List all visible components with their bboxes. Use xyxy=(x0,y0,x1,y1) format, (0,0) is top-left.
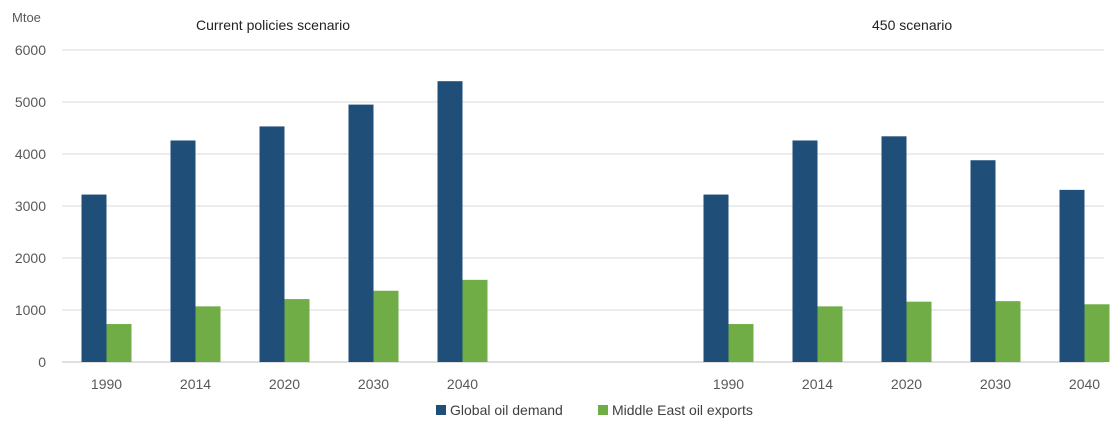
bar-current-policies-1990-global-oil-demand xyxy=(81,194,107,362)
x-tick-label: 2020 xyxy=(269,376,300,392)
legend-swatch-global-oil-demand xyxy=(436,405,446,415)
bars xyxy=(81,81,1110,362)
bar-current-policies-2030-middle-east-oil-exports xyxy=(373,290,399,362)
y-axis: 0 1000 2000 3000 4000 5000 6000 xyxy=(15,42,46,370)
y-tick-label: 3000 xyxy=(15,198,46,214)
bar-450-2030-global-oil-demand xyxy=(970,160,996,362)
x-axis-labels: 1990 2014 2020 2030 2040 1990 2014 2020 2030 2040 xyxy=(91,376,1100,392)
y-tick-label: 1000 xyxy=(15,302,46,318)
bar-current-policies-2020-middle-east-oil-exports xyxy=(284,299,310,362)
y-tick-label: 5000 xyxy=(15,94,46,110)
bar-450-1990-middle-east-oil-exports xyxy=(728,324,754,362)
bar-current-policies-2014-global-oil-demand xyxy=(170,140,196,362)
bar-current-policies-2014-middle-east-oil-exports xyxy=(195,306,221,362)
x-tick-label: 2020 xyxy=(891,376,922,392)
bar-450-1990-global-oil-demand xyxy=(703,194,729,362)
x-tick-label: 2014 xyxy=(180,376,211,392)
x-tick-label: 2014 xyxy=(802,376,833,392)
y-unit-label: Mtoe xyxy=(12,10,41,25)
bar-450-2014-global-oil-demand xyxy=(792,140,818,362)
x-tick-label: 1990 xyxy=(713,376,744,392)
y-tick-label: 6000 xyxy=(15,42,46,58)
x-tick-label: 2040 xyxy=(1069,376,1100,392)
bar-450-2014-middle-east-oil-exports xyxy=(817,306,843,362)
bar-current-policies-1990-middle-east-oil-exports xyxy=(106,324,132,362)
bar-current-policies-2040-global-oil-demand xyxy=(437,81,463,362)
bar-current-policies-2030-global-oil-demand xyxy=(348,104,374,362)
x-tick-label: 2040 xyxy=(447,376,478,392)
gridlines xyxy=(62,49,1104,363)
legend-label-global-oil-demand: Global oil demand xyxy=(450,402,563,418)
x-tick-label: 2030 xyxy=(980,376,1011,392)
bar-current-policies-2020-global-oil-demand xyxy=(259,126,285,362)
bar-450-2040-middle-east-oil-exports xyxy=(1084,304,1110,362)
legend-swatch-middle-east-oil-exports xyxy=(598,405,608,415)
panel-title-right: 450 scenario xyxy=(872,17,952,33)
legend: Global oil demand Middle East oil export… xyxy=(436,402,753,418)
x-tick-label: 1990 xyxy=(91,376,122,392)
bar-450-2020-global-oil-demand xyxy=(881,136,907,362)
bar-450-2040-global-oil-demand xyxy=(1059,189,1085,362)
y-tick-label: 4000 xyxy=(15,146,46,162)
bar-current-policies-2040-middle-east-oil-exports xyxy=(462,279,488,362)
y-tick-label: 0 xyxy=(38,354,46,370)
legend-label-middle-east-oil-exports: Middle East oil exports xyxy=(612,402,753,418)
bar-450-2030-middle-east-oil-exports xyxy=(995,301,1021,362)
panel-title-left: Current policies scenario xyxy=(196,17,350,33)
bar-450-2020-middle-east-oil-exports xyxy=(906,301,932,362)
y-tick-label: 2000 xyxy=(15,250,46,266)
x-tick-label: 2030 xyxy=(358,376,389,392)
